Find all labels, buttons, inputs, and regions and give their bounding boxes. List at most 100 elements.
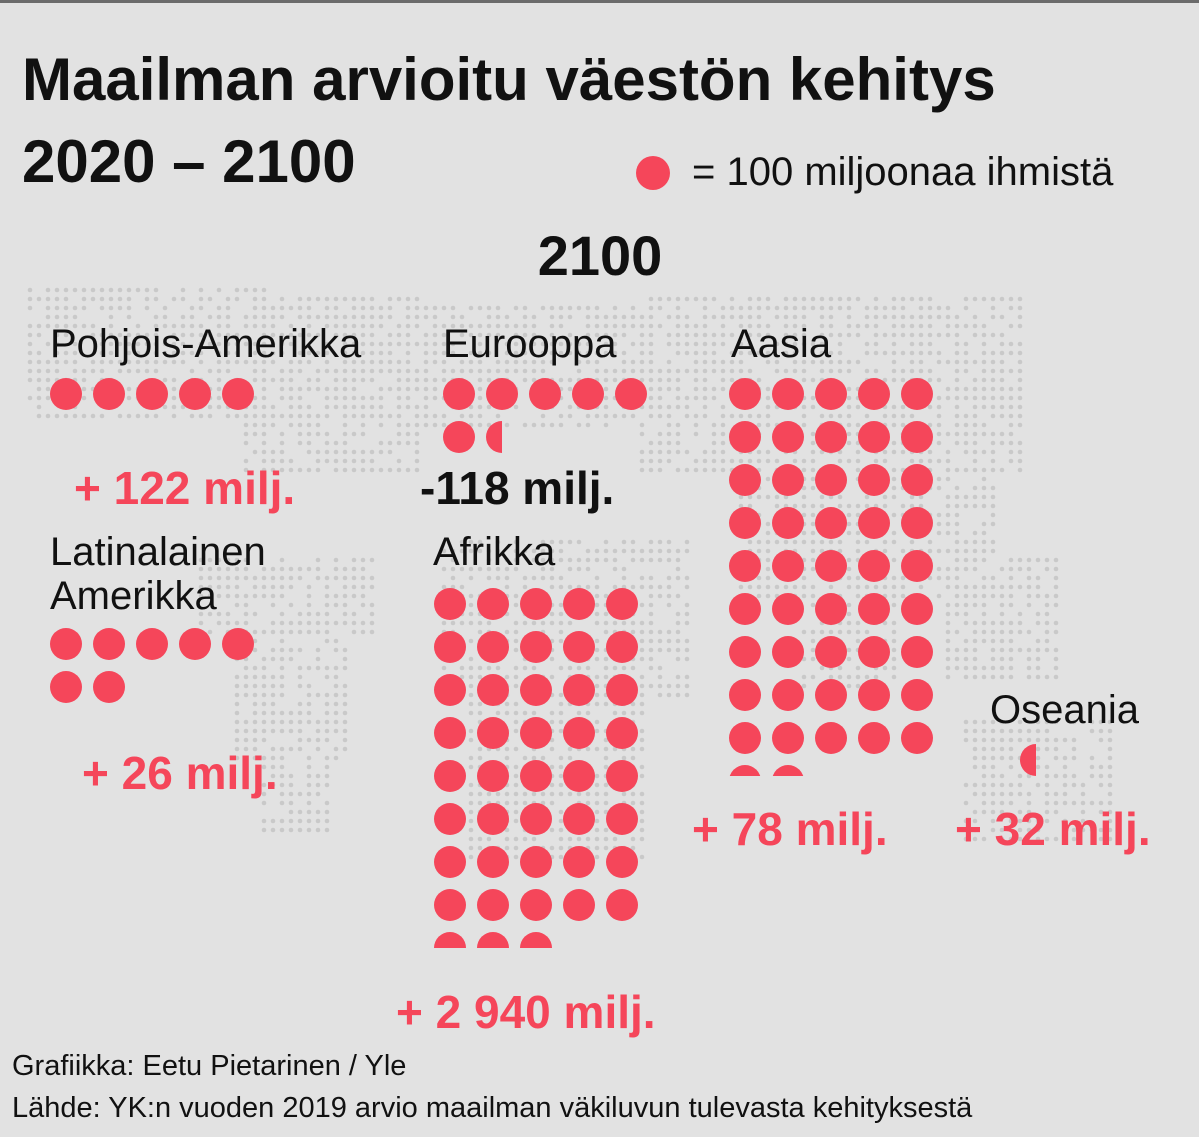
population-dot (434, 889, 466, 921)
population-dot (434, 846, 466, 878)
dot-grid (50, 628, 254, 703)
population-dot (815, 464, 847, 496)
population-dot (563, 889, 595, 921)
population-dot (772, 722, 804, 754)
population-dot (772, 421, 804, 453)
region-name: Eurooppa (443, 322, 617, 366)
population-dot (858, 722, 890, 754)
population-dot (434, 760, 466, 792)
region-name: Aasia (731, 322, 832, 366)
population-dot (563, 588, 595, 620)
population-dot (563, 631, 595, 663)
population-dot (477, 803, 509, 835)
population-dot (222, 628, 254, 660)
population-dot (858, 464, 890, 496)
chart-title-line-2: 2020 – 2100 (22, 128, 356, 195)
population-dot (179, 628, 211, 660)
population-dot (477, 760, 509, 792)
population-dot (477, 588, 509, 620)
population-dot (772, 464, 804, 496)
population-dot (606, 717, 638, 749)
population-dot (606, 889, 638, 921)
population-dot (443, 421, 475, 453)
population-dot (434, 803, 466, 835)
population-dot (520, 717, 552, 749)
population-dot (858, 593, 890, 625)
population-dot (50, 378, 82, 410)
population-dot (520, 674, 552, 706)
change-label: -118 milj. (420, 462, 615, 514)
population-dot (520, 846, 552, 878)
population-dot (136, 628, 168, 660)
population-dot (520, 889, 552, 921)
dot-grid (1020, 744, 1036, 776)
population-dot (477, 889, 509, 921)
population-dot (606, 760, 638, 792)
population-dot (858, 679, 890, 711)
population-dot (572, 378, 604, 410)
population-half-dot (1020, 744, 1036, 776)
population-dot (606, 588, 638, 620)
source-text: Lähde: YK:n vuoden 2019 arvio maailman v… (12, 1092, 973, 1124)
population-dot (729, 507, 761, 539)
population-dot (729, 722, 761, 754)
population-dot (434, 588, 466, 620)
population-dot (901, 722, 933, 754)
credit-text: Grafiikka: Eetu Pietarinen / Yle (12, 1050, 407, 1082)
population-dot (93, 378, 125, 410)
population-dot (901, 550, 933, 582)
population-dot (772, 550, 804, 582)
population-dot (815, 593, 847, 625)
legend-text: = 100 miljoonaa ihmistä (692, 150, 1114, 194)
population-dot (772, 507, 804, 539)
population-dot (772, 636, 804, 668)
population-dot (772, 593, 804, 625)
top-border (0, 0, 1199, 3)
population-dot (729, 765, 761, 776)
population-dot (815, 636, 847, 668)
population-dot (563, 717, 595, 749)
population-dot (50, 671, 82, 703)
population-dot (606, 631, 638, 663)
population-dot (901, 593, 933, 625)
dot-grid (729, 378, 933, 776)
population-dot (477, 717, 509, 749)
population-dot (858, 550, 890, 582)
population-dot (434, 932, 466, 948)
population-dot (815, 722, 847, 754)
population-dot (563, 760, 595, 792)
population-dot (615, 378, 647, 410)
population-dot (563, 846, 595, 878)
dot-grid (443, 378, 647, 453)
legend-dot-icon (636, 156, 670, 190)
change-label: + 78 milj. (692, 803, 888, 855)
region-name: Afrikka (433, 530, 556, 574)
population-dot (520, 631, 552, 663)
population-dot (563, 674, 595, 706)
population-dot (729, 636, 761, 668)
dot-grid (50, 378, 254, 410)
population-dot (520, 803, 552, 835)
region-name: Oseania (990, 688, 1139, 732)
population-dot (901, 507, 933, 539)
population-dot (520, 760, 552, 792)
population-dot (477, 674, 509, 706)
population-dot (477, 846, 509, 878)
population-dot (901, 636, 933, 668)
population-dot (520, 588, 552, 620)
population-dot (606, 846, 638, 878)
year-label: 2100 (537, 224, 663, 287)
population-dot (434, 717, 466, 749)
population-dot (729, 550, 761, 582)
population-dot (179, 378, 211, 410)
dot-grid (434, 588, 638, 948)
population-dot (901, 464, 933, 496)
population-dot (520, 932, 552, 948)
change-label: + 32 milj. (955, 803, 1151, 855)
population-half-dot (486, 421, 502, 453)
population-dot (443, 378, 475, 410)
population-dot (858, 378, 890, 410)
population-dot (815, 550, 847, 582)
population-dot (858, 421, 890, 453)
population-dot (434, 674, 466, 706)
